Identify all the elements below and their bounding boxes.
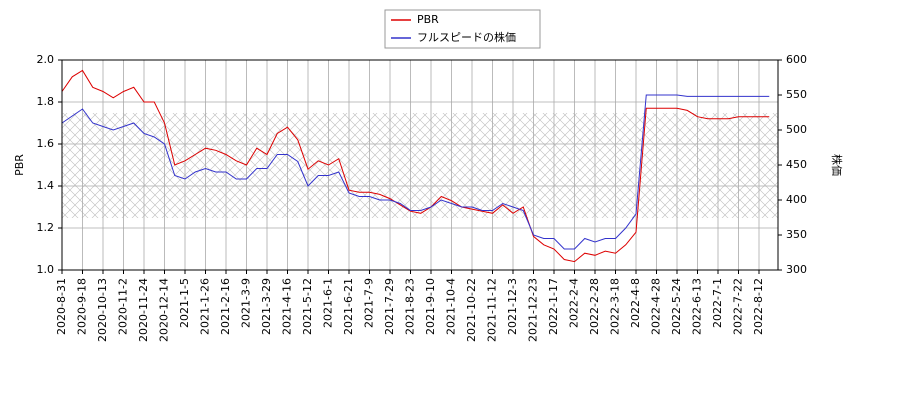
legend-label: フルスピードの株価 bbox=[417, 30, 516, 44]
y2-tick-label: 600 bbox=[786, 53, 807, 66]
x-tick-label: 2020-9-18 bbox=[76, 278, 89, 335]
y-tick-label: 1.2 bbox=[37, 221, 55, 234]
x-tick-label: 2022-4-28 bbox=[650, 278, 663, 335]
x-tick-label: 2021-1-5 bbox=[178, 278, 191, 328]
x-tick-label: 2022-4-8 bbox=[629, 278, 642, 328]
x-tick-label: 2021-8-23 bbox=[404, 278, 417, 335]
series-line bbox=[61, 94, 770, 250]
y2-tick-label: 500 bbox=[786, 123, 807, 136]
y2-tick-label: 450 bbox=[786, 158, 807, 171]
x-tick-label: 2020-12-14 bbox=[158, 278, 171, 342]
x-tick-label: 2021-3-9 bbox=[240, 278, 253, 328]
y2-axis-label: 株価 bbox=[830, 154, 844, 176]
x-tick-label: 2021-11-12 bbox=[486, 278, 499, 342]
x-tick-label: 2022-7-1 bbox=[711, 278, 724, 328]
x-tick-label: 2021-6-21 bbox=[342, 278, 355, 335]
x-tick-label: 2021-9-10 bbox=[424, 278, 437, 335]
x-tick-label: 2022-2-4 bbox=[568, 278, 581, 328]
x-tick-label: 2022-1-17 bbox=[547, 278, 560, 335]
x-tick-label: 2022-6-13 bbox=[691, 278, 704, 335]
y-tick-label: 1.0 bbox=[37, 263, 55, 276]
x-tick-label: 2022-2-28 bbox=[588, 278, 601, 335]
x-tick-label: 2020-8-31 bbox=[55, 278, 68, 335]
x-tick-label: 2021-12-3 bbox=[506, 278, 519, 335]
y2-tick-label: 400 bbox=[786, 193, 807, 206]
y2-tick-label: 550 bbox=[786, 88, 807, 101]
x-tick-label: 2021-10-22 bbox=[465, 278, 478, 342]
legend-label: PBR bbox=[417, 13, 439, 26]
x-tick-label: 2022-5-24 bbox=[670, 278, 683, 335]
y-axis-label: PBR bbox=[13, 154, 26, 176]
x-tick-label: 2021-7-9 bbox=[363, 278, 376, 328]
x-tick-label: 2020-11-24 bbox=[137, 278, 150, 342]
y-tick-label: 2.0 bbox=[37, 53, 55, 66]
y2-tick-label: 300 bbox=[786, 263, 807, 276]
hatch-band bbox=[62, 113, 778, 218]
x-tick-label: 2021-4-16 bbox=[281, 278, 294, 335]
series-line bbox=[61, 69, 770, 263]
legend bbox=[384, 9, 541, 49]
x-tick-label: 2021-1-26 bbox=[199, 278, 212, 335]
x-tick-label: 2021-6-1 bbox=[322, 278, 335, 328]
x-tick-label: 2022-8-12 bbox=[752, 278, 765, 335]
x-tick-label: 2021-5-12 bbox=[301, 278, 314, 335]
x-tick-label: 2021-3-29 bbox=[260, 278, 273, 335]
x-tick-label: 2022-3-18 bbox=[609, 278, 622, 335]
x-tick-label: 2021-12-23 bbox=[527, 278, 540, 342]
x-tick-label: 2021-7-29 bbox=[383, 278, 396, 335]
y-tick-label: 1.4 bbox=[37, 179, 55, 192]
x-tick-label: 2021-2-16 bbox=[219, 278, 232, 335]
x-tick-label: 2020-11-2 bbox=[117, 278, 130, 335]
x-tick-label: 2021-10-4 bbox=[445, 278, 458, 335]
y-tick-label: 1.6 bbox=[37, 137, 55, 150]
x-tick-label: 2020-10-13 bbox=[96, 278, 109, 342]
y2-tick-label: 350 bbox=[786, 228, 807, 241]
y-tick-label: 1.8 bbox=[37, 95, 55, 108]
x-tick-label: 2022-7-22 bbox=[732, 278, 745, 335]
